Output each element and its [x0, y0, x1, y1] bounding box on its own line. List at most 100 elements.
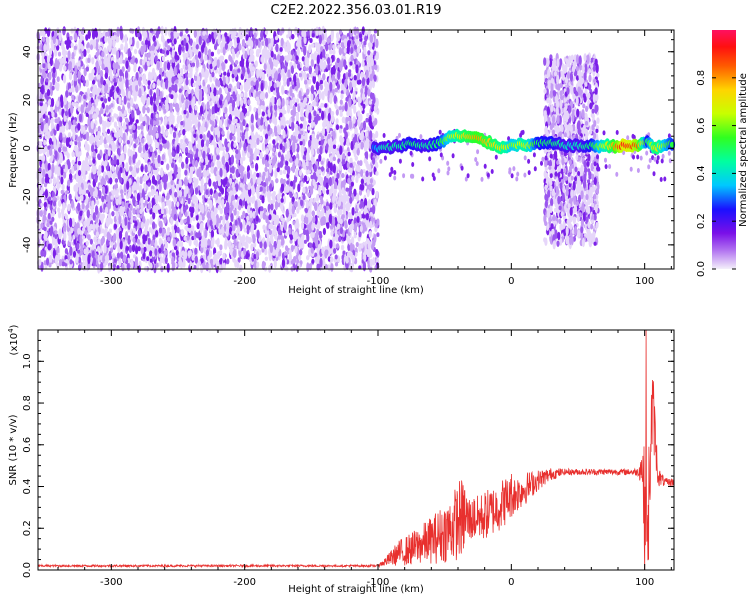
spectrogram-cell — [358, 79, 362, 85]
spectrogram-cell — [343, 149, 347, 154]
spectrogram-cell — [234, 194, 238, 200]
spectrogram-cell — [230, 59, 234, 65]
spectrogram-cell — [319, 83, 323, 91]
spectrogram-cell — [51, 85, 55, 91]
spectrogram-cell — [358, 231, 362, 238]
spectrogram-cell — [147, 84, 151, 90]
spectrogram-cell — [301, 56, 305, 62]
spectrogram-cell — [322, 227, 326, 236]
spectrogram-cell — [355, 241, 359, 248]
figure-title: C2E2.2022.356.03.01.R19 — [270, 3, 441, 18]
spectrogram-cell — [217, 48, 221, 55]
spectrogram-cell — [57, 51, 62, 57]
spectrogram-cell — [273, 258, 277, 269]
spectrogram-cell — [351, 207, 355, 216]
spectrogram-cell — [85, 34, 89, 41]
spectrogram-cell — [133, 94, 137, 102]
spectrogram-cell — [197, 115, 202, 121]
spectrogram-cell — [352, 90, 356, 100]
spectrogram-cell — [71, 52, 75, 60]
spectrogram-cell — [321, 90, 325, 101]
spectrogram-cell — [237, 257, 241, 263]
spectrogram-cell — [300, 108, 304, 118]
spectrogram-cell — [191, 235, 195, 241]
spectrogram-cell — [353, 233, 357, 239]
spectrogram-cell — [342, 73, 347, 81]
spectrogram-cell — [318, 154, 322, 162]
spectrogram-cell — [220, 48, 224, 53]
spectrogram-cell — [285, 159, 289, 167]
spectrogram-cell — [148, 191, 152, 198]
spectrogram-cell — [166, 38, 170, 44]
spectrogram-cell — [298, 254, 302, 261]
spectrogram-cell — [70, 27, 74, 34]
spectrogram-cell — [113, 46, 117, 55]
spectrogram-cell — [111, 116, 115, 123]
spectrogram-cell — [193, 240, 197, 246]
spectrogram-cell — [337, 179, 341, 185]
spectrogram-cell — [221, 130, 225, 136]
spectrogram-cell — [356, 192, 360, 202]
spectrogram-cell — [289, 239, 293, 244]
spectrogram-cell — [86, 47, 90, 54]
spectrogram-cell — [216, 159, 220, 167]
spectrogram-cell — [307, 126, 311, 131]
spectrogram-cell — [258, 249, 262, 256]
spectrogram-cell — [49, 178, 53, 184]
spectrogram-cell — [226, 130, 230, 140]
spectrogram-cell — [278, 108, 282, 114]
spectrogram-cell — [91, 243, 95, 250]
spectrogram-cell — [226, 258, 230, 265]
spectrogram-cell — [57, 207, 61, 213]
spectrogram-cell — [299, 140, 303, 146]
spectrogram-cell — [122, 59, 126, 64]
spectrogram-cell — [296, 98, 300, 104]
spectrogram-cell — [185, 156, 189, 165]
spectrogram-cell — [296, 207, 300, 214]
spectrogram-cell — [154, 239, 158, 250]
spectrogram-cell — [106, 128, 111, 134]
spectrogram-cell — [192, 216, 196, 222]
spectrogram-cell — [137, 125, 141, 130]
spectrogram-cell — [48, 196, 52, 201]
spectrogram-cell — [306, 73, 310, 79]
spectrogram-cell — [303, 239, 307, 244]
spectrogram-cell — [331, 151, 336, 158]
spectrogram-cell — [244, 200, 248, 210]
spectrogram-cell — [317, 221, 321, 230]
spectrogram-cell — [67, 132, 72, 138]
spectrogram-cell — [356, 72, 361, 81]
spectrogram-cell — [56, 76, 60, 83]
spectrogram-cell — [175, 123, 179, 129]
spectrogram-cell — [158, 194, 162, 203]
spectrogram-cell — [203, 182, 207, 193]
spectrogram-cell — [183, 219, 187, 224]
spectrogram-cell — [54, 165, 58, 175]
spectrogram-cell — [140, 165, 144, 172]
spectrogram-cell — [67, 50, 71, 60]
spectrogram-cell — [297, 183, 301, 193]
spectrogram-cell — [302, 138, 306, 147]
spectrogram-marks — [36, 25, 676, 274]
spectrogram-cell — [103, 152, 107, 162]
spectrogram-cell — [335, 118, 339, 125]
spectrogram-cell — [148, 227, 152, 233]
spectrogram-cell — [282, 195, 286, 205]
spectrogram-cell — [157, 124, 161, 135]
spectrogram-cell — [133, 216, 137, 221]
spectrogram-cell — [316, 134, 320, 140]
spectrogram-cell — [208, 263, 212, 274]
spectrogram-cell — [320, 160, 324, 165]
spectrogram-cell — [281, 97, 285, 108]
spectrogram-cell — [185, 125, 189, 132]
spectrogram-cell — [105, 144, 109, 149]
spectrogram-cell — [328, 107, 332, 115]
spectrogram-cell — [50, 121, 55, 132]
spectrogram-cell — [259, 136, 263, 141]
spectrogram-cell — [177, 132, 181, 138]
spectrogram-cell — [111, 46, 115, 55]
spectrogram-cell — [264, 248, 268, 256]
spectrogram-cell — [89, 238, 93, 245]
